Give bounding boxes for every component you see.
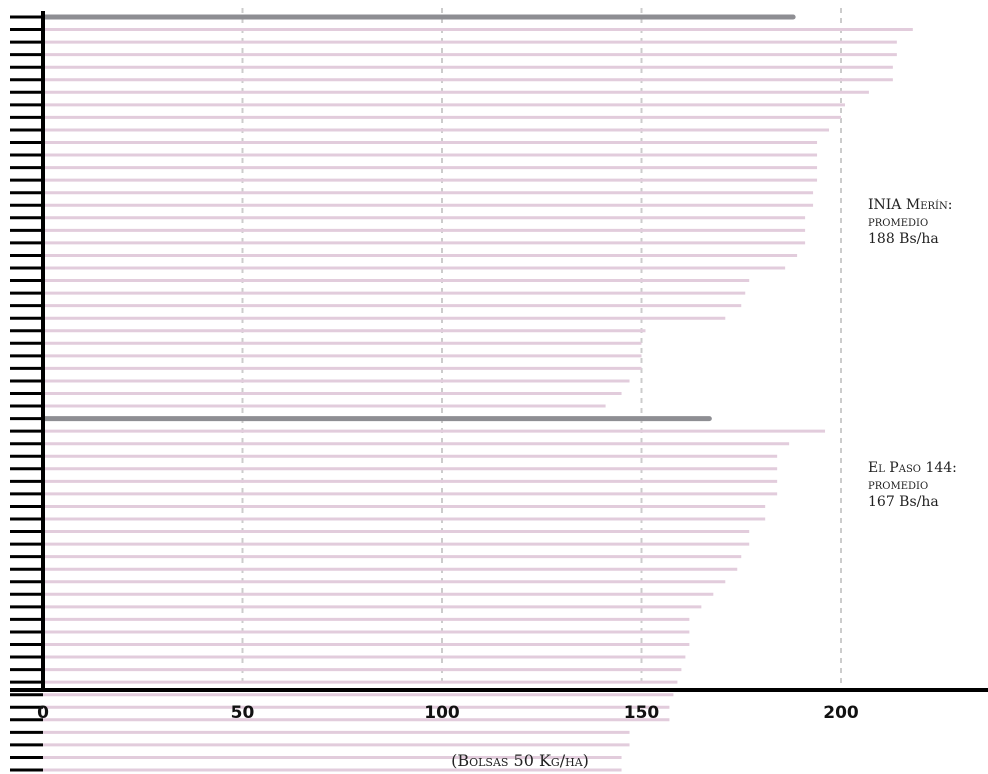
annotation-el-paso-line2: promedio bbox=[868, 477, 928, 493]
bar-group bbox=[40, 14, 913, 772]
axes bbox=[10, 11, 988, 772]
x-tick-labels: 0 50 100 150 200 bbox=[37, 703, 859, 723]
annotation-inia-merin-line2: promedio bbox=[868, 214, 928, 230]
x-tick-label-0: 0 bbox=[37, 703, 49, 723]
x-tick-label-100: 100 bbox=[424, 703, 460, 723]
annotation-inia-merin-line1: INIA Merín: bbox=[868, 197, 952, 213]
annotation-el-paso-line3: 167 Bs/ha bbox=[868, 494, 939, 510]
annotation-inia-merin-line3: 188 Bs/ha bbox=[868, 231, 939, 247]
x-axis-label: (Bolsas 50 Kg/ha) bbox=[451, 751, 589, 770]
x-tick-label-50: 50 bbox=[231, 703, 255, 723]
grid-lines bbox=[241, 8, 842, 690]
annotation-el-paso-line1: El Paso 144: bbox=[868, 460, 957, 476]
annotation-el-paso: El Paso 144: promedio 167 Bs/ha bbox=[868, 460, 957, 510]
annotation-inia-merin: INIA Merín: promedio 188 Bs/ha bbox=[868, 197, 952, 247]
x-tick-label-150: 150 bbox=[624, 703, 660, 723]
x-tick-label-200: 200 bbox=[823, 703, 859, 723]
